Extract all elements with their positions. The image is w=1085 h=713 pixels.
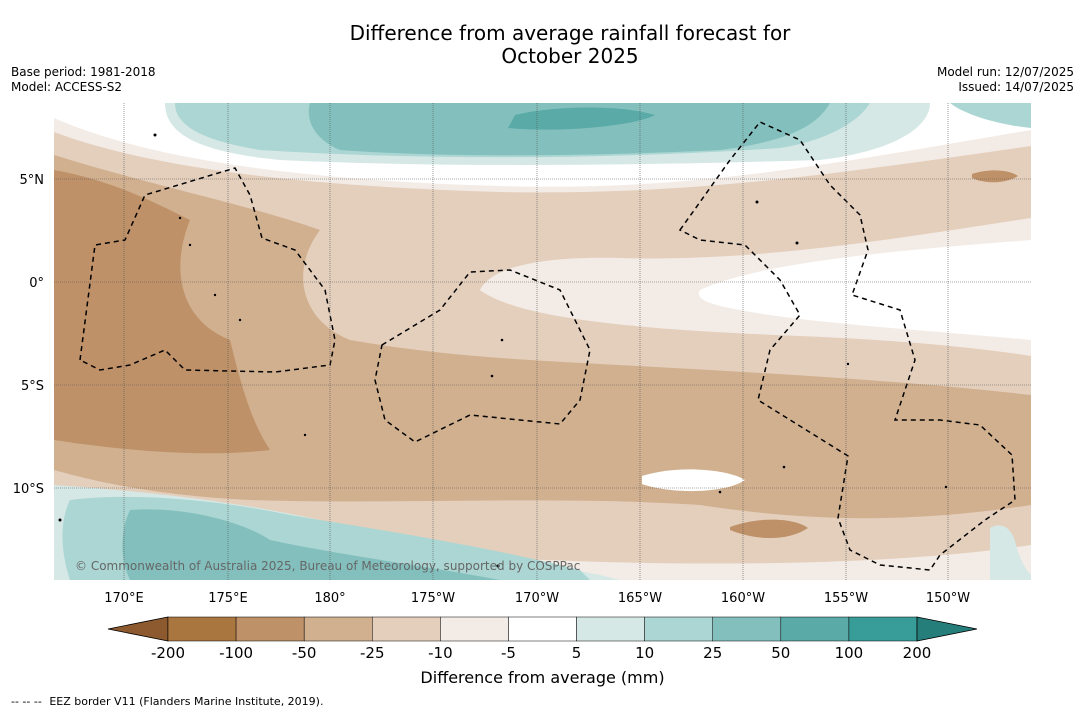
lon-label: 150°W xyxy=(926,591,970,606)
lon-label: 160°W xyxy=(721,591,765,606)
colorbar-bin xyxy=(644,616,713,642)
lon-label: 155°W xyxy=(824,591,868,606)
copyright-text: © Commonwealth of Australia 2025, Bureau… xyxy=(75,559,580,573)
model-run-text: Model run: 12/07/2025 xyxy=(936,65,1074,79)
wet-zone-southeast xyxy=(990,525,1031,580)
colorbar-bin xyxy=(848,616,918,642)
meta-left: Base period: 1981-2018 Model: ACCESS-S2 xyxy=(11,65,156,95)
wet-zone-south-3 xyxy=(122,509,500,580)
colorbar-tick-label: -50 xyxy=(292,644,317,662)
dry-patch-south xyxy=(730,519,808,539)
colorbar-bin xyxy=(508,616,577,642)
eez-borders xyxy=(79,121,1016,571)
grid-lines xyxy=(54,103,1031,580)
lon-label: 175°E xyxy=(208,591,248,606)
latitude-labels: 5°N 0° 5°S 10°S xyxy=(13,173,44,497)
colorbar-tick-label: 10 xyxy=(635,644,654,662)
colorbar-bin xyxy=(576,616,645,642)
dry-zone-strong xyxy=(54,170,270,454)
colorbar-tick-label: -5 xyxy=(501,644,516,662)
longitude-labels: 170°E 175°E 180° 175°W 170°W 165°W 160°W 155°W 1… xyxy=(104,591,970,606)
colorbar-bin xyxy=(167,616,237,642)
model-text: Model: ACCESS-S2 xyxy=(11,80,123,94)
colorbar xyxy=(107,616,978,642)
colorbar-bin xyxy=(235,616,305,642)
colorbar-bin xyxy=(440,616,509,642)
colorbar-bin xyxy=(372,616,441,642)
colorbar-bin xyxy=(780,616,850,642)
colorbar-tick-label: 50 xyxy=(771,644,790,662)
dry-patch-east xyxy=(972,170,1018,183)
wet-zone-north-4 xyxy=(508,107,655,130)
map-panel xyxy=(54,103,1031,580)
eez-footnote: -- -- -- EEZ border V11 (Flanders Marine… xyxy=(11,695,327,708)
lat-label: 5°N xyxy=(20,173,45,188)
lon-label: 175°W xyxy=(411,591,455,606)
colorbar-tick-label: -10 xyxy=(428,644,453,662)
colorbar-bin xyxy=(303,616,373,642)
colorbar-extend-low xyxy=(107,616,169,642)
map-title-line1: Difference from average rainfall forecas… xyxy=(349,21,791,45)
colorbar-extend-high xyxy=(916,616,978,642)
lon-label: 170°W xyxy=(515,591,559,606)
colorbar-title: Difference from average (mm) xyxy=(420,668,665,687)
issued-text: Issued: 14/07/2025 xyxy=(958,80,1074,94)
wet-zone-northeast xyxy=(950,103,1031,128)
lon-label: 165°W xyxy=(618,591,662,606)
base-period-text: Base period: 1981-2018 xyxy=(11,65,156,79)
colorbar-tick-label: -200 xyxy=(151,644,185,662)
lon-label: 180° xyxy=(314,591,345,606)
colorbar-tick-label: 100 xyxy=(835,644,864,662)
colorbar-tick-labels: -200 -100 -50 -25 -10 -5 5 10 25 50 100 200 xyxy=(151,644,931,662)
colorbar-tick-label: -100 xyxy=(219,644,253,662)
meta-right: Model run: 12/07/2025 Issued: 14/07/2025 xyxy=(937,65,1074,95)
map-title: Difference from average rainfall forecas… xyxy=(0,22,1085,68)
colorbar-tick-label: 200 xyxy=(903,644,932,662)
dry-zone-moderate xyxy=(54,155,1031,519)
eez-border-phoenix xyxy=(374,269,591,443)
map-title-line2: October 2025 xyxy=(501,44,639,68)
eez-border-line-islands xyxy=(678,121,1016,571)
lon-label: 170°E xyxy=(104,591,144,606)
colorbar-bin xyxy=(712,616,782,642)
colorbar-tick-label: -25 xyxy=(360,644,385,662)
colorbar-tick-label: 5 xyxy=(572,644,582,662)
colorbar-tick-label: 25 xyxy=(703,644,722,662)
eez-footnote-text: EEZ border V11 (Flanders Marine Institut… xyxy=(49,695,324,708)
wet-zone-north-3 xyxy=(308,103,830,156)
island-marks xyxy=(58,133,948,568)
eez-line-marker: -- -- -- xyxy=(11,695,42,708)
white-patch-south xyxy=(642,469,745,492)
lat-label: 10°S xyxy=(13,482,44,497)
eez-border-tuvalu xyxy=(79,167,336,373)
lat-label: 0° xyxy=(29,276,44,291)
lat-label: 5°S xyxy=(21,379,44,394)
